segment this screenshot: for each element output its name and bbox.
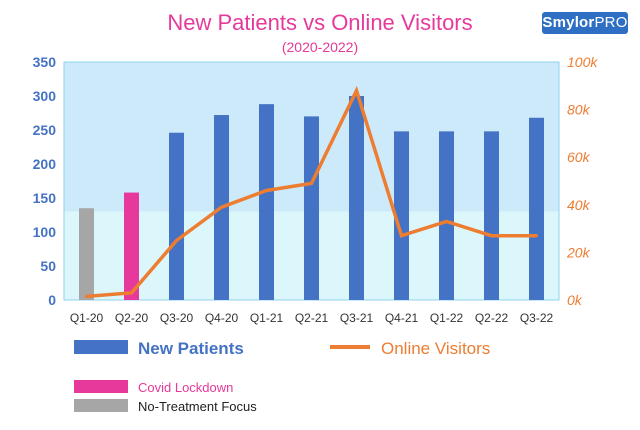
line-point xyxy=(220,205,223,209)
legend-swatch xyxy=(74,399,128,412)
y-left-tick-label: 0 xyxy=(48,292,56,308)
legend-label: Covid Lockdown xyxy=(138,380,233,395)
line-point xyxy=(445,219,448,223)
bar xyxy=(124,192,139,300)
bar xyxy=(259,104,274,300)
y-left-tick-label: 300 xyxy=(33,88,57,104)
line-point xyxy=(130,291,133,295)
legend-swatch xyxy=(74,380,128,393)
bar xyxy=(79,208,94,300)
y-right-tick-label: 60k xyxy=(567,149,591,165)
line-point xyxy=(265,189,268,193)
x-tick-label: Q2-20 xyxy=(115,311,149,325)
legend-label: Online Visitors xyxy=(381,339,490,358)
x-tick-label: Q3-22 xyxy=(520,311,554,325)
chart-subtitle: (2020-2022) xyxy=(282,39,358,55)
y-right-tick-label: 80k xyxy=(567,102,591,118)
bar xyxy=(169,132,184,300)
y-left-tick-label: 50 xyxy=(40,258,56,274)
plot-area: 0 50 100 150 200 250 300 350 0k 20k 40k 60k 80k 100k Q… xyxy=(33,54,599,325)
line-point xyxy=(310,181,313,185)
bar xyxy=(304,116,319,301)
x-tick-label: Q2-21 xyxy=(295,311,329,325)
y-left-tick-label: 200 xyxy=(33,156,57,172)
y-left-tick-label: 150 xyxy=(33,190,57,206)
line-point xyxy=(355,89,358,93)
y-right-tick-label: 40k xyxy=(567,197,591,213)
x-tick-label: Q4-20 xyxy=(205,311,239,325)
brand-logo: SmylorPRO xyxy=(542,12,628,34)
x-tick-label: Q1-22 xyxy=(430,311,464,325)
line-point xyxy=(175,239,178,242)
y-right-tick-label: 100k xyxy=(567,54,598,70)
x-tick-label: Q4-21 xyxy=(385,311,419,325)
y-right-tick-label: 0k xyxy=(567,292,583,308)
y-left-tick-label: 350 xyxy=(33,54,57,70)
legend-label: No-Treatment Focus xyxy=(138,399,257,414)
bar xyxy=(484,131,499,300)
line-point xyxy=(400,234,403,238)
chart-title: New Patients vs Online Visitors xyxy=(167,10,472,35)
legend: New Patients Online Visitors Covid Lockdow… xyxy=(74,339,490,414)
legend-swatch xyxy=(330,345,370,349)
bar xyxy=(349,96,364,300)
logo-brand: Smylor xyxy=(542,14,595,31)
x-tick-label: Q3-21 xyxy=(340,311,374,325)
line-point xyxy=(535,234,538,238)
y-right-tick-label: 20k xyxy=(566,244,591,260)
y-left-tick-label: 100 xyxy=(33,224,57,240)
bar xyxy=(394,131,409,300)
x-tick-label: Q3-20 xyxy=(160,311,194,325)
bar xyxy=(439,131,454,300)
bar xyxy=(529,117,544,300)
legend-label: New Patients xyxy=(138,339,244,358)
legend-swatch xyxy=(74,340,128,354)
x-tick-label: Q1-20 xyxy=(70,311,104,325)
logo-suffix: PRO xyxy=(594,14,628,31)
line-point xyxy=(85,294,88,298)
x-tick-label: Q2-22 xyxy=(475,311,509,325)
y-left-tick-label: 250 xyxy=(33,122,57,138)
x-tick-label: Q1-21 xyxy=(250,311,284,325)
line-point xyxy=(490,234,493,238)
